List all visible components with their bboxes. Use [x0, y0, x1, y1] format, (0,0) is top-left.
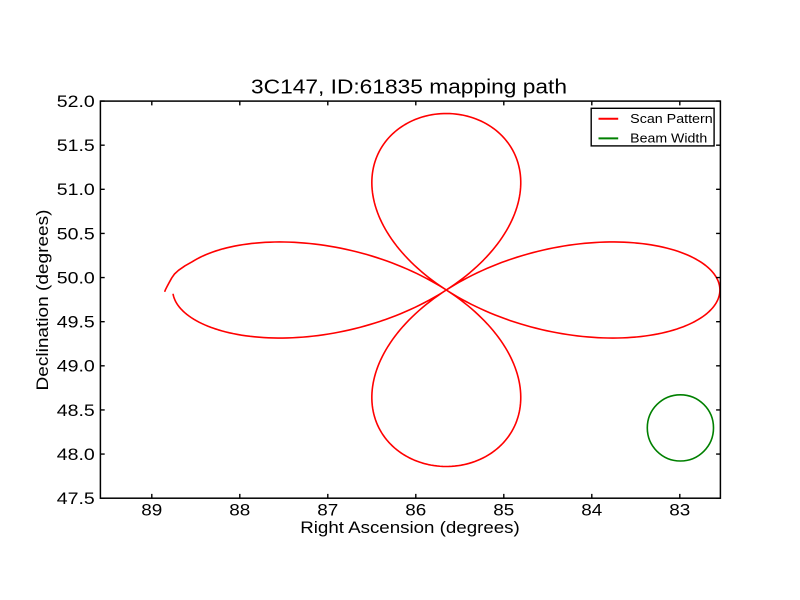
svg-text:52.0: 52.0: [57, 92, 95, 111]
svg-text:49.0: 49.0: [57, 357, 95, 376]
svg-text:86: 86: [405, 501, 426, 520]
svg-text:87: 87: [317, 501, 338, 520]
svg-text:49.5: 49.5: [57, 313, 95, 332]
svg-text:3C147, ID:61835 mapping path: 3C147, ID:61835 mapping path: [251, 77, 567, 99]
svg-text:Scan Pattern: Scan Pattern: [630, 111, 713, 126]
svg-text:89: 89: [141, 501, 162, 520]
svg-text:84: 84: [581, 501, 602, 520]
svg-text:Declination (degrees): Declination (degrees): [33, 210, 52, 391]
svg-text:50.0: 50.0: [57, 269, 95, 288]
svg-text:51.5: 51.5: [57, 136, 95, 155]
svg-text:83: 83: [669, 501, 690, 520]
svg-text:50.5: 50.5: [57, 224, 95, 243]
svg-text:48.5: 48.5: [57, 401, 95, 420]
svg-text:88: 88: [229, 501, 250, 520]
svg-text:Right Ascension (degrees): Right Ascension (degrees): [300, 518, 520, 537]
svg-text:Beam Width: Beam Width: [630, 130, 707, 145]
svg-text:85: 85: [493, 501, 514, 520]
svg-text:48.0: 48.0: [57, 445, 95, 464]
svg-text:51.0: 51.0: [57, 180, 95, 199]
svg-text:47.5: 47.5: [57, 489, 95, 508]
